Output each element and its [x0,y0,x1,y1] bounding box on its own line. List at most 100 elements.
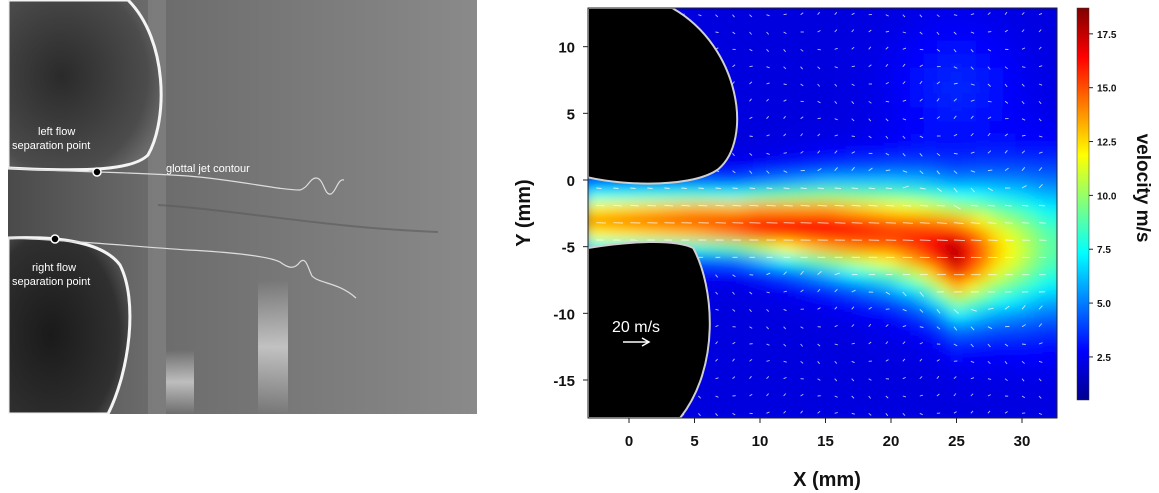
heatmap-cell [845,120,859,135]
velocity-vector [868,306,872,310]
velocity-vector [1004,222,1013,224]
reference-arrow-icon [623,337,651,347]
heatmap-cell [1041,373,1056,388]
heatmap-cell [1002,80,1017,95]
heatmap-cell [884,213,899,228]
velocity-vector [1004,29,1008,33]
heatmap-cell [936,413,951,418]
heatmap-cell [845,133,859,148]
velocity-vector [851,360,855,364]
heatmap-cell [910,253,925,268]
heatmap-cell [897,120,912,135]
heatmap-cell [871,106,886,121]
velocity-vector [1004,133,1009,137]
velocity-vector [919,412,923,416]
heatmap-cell [936,360,951,375]
left-separation-marker [92,167,102,177]
velocity-vector [715,358,719,362]
heatmap-cell [1002,93,1017,108]
velocity-vector [800,133,803,137]
heatmap-cell [950,386,964,401]
heatmap-cell [1041,80,1056,95]
heatmap-cell [845,146,859,161]
heatmap-cell [845,360,859,375]
velocity-vector [749,204,759,207]
reference-vector-label: 20 m/s [612,319,660,336]
heatmap-cell [596,186,611,201]
velocity-vector [766,204,776,207]
velocity-vector [1038,222,1046,224]
heatmap-cell [936,13,951,28]
velocity-vector [817,11,821,15]
y-tick-label: -5 [562,240,575,257]
heatmap-cell [976,253,990,268]
velocity-vector [1004,66,1008,70]
heatmap-cell [753,373,768,388]
heatmap-cell [832,93,846,108]
heatmap-cell [779,160,794,175]
heatmap-cell [989,386,1004,401]
heatmap-cell [792,333,807,348]
velocity-vector [868,204,878,207]
heatmap-cell [936,213,951,228]
heatmap-cell [753,13,768,28]
heatmap-cell [936,186,951,201]
heatmap-cell [1054,360,1057,375]
heatmap-cell [832,8,846,15]
velocity-vector [987,343,991,348]
heatmap-cell [845,386,859,401]
heatmap-cell [819,346,833,361]
velocity-vector [749,152,753,156]
heatmap-cell [1015,93,1030,108]
heatmap-cell [1054,253,1057,268]
heatmap-cell [871,346,886,361]
heatmap-cell [963,173,977,188]
heatmap-cell [884,266,899,281]
heatmap-cell [740,66,755,81]
velocity-vector [732,187,738,189]
heatmap-cell [923,106,938,121]
heatmap-cell [1015,266,1030,281]
velocity-vector [834,134,838,137]
heatmap-cell [963,0,977,1]
heatmap-cell [897,253,912,268]
heatmap-cell [963,266,977,281]
velocity-vector [1038,395,1042,399]
heatmap-cell [936,400,951,415]
heatmap-cell [609,0,623,1]
velocity-vector [919,153,923,157]
velocity-vector [902,308,907,312]
heatmap-cell [897,26,912,41]
heatmap-cell [858,120,873,135]
heatmap-cell [845,13,859,28]
velocity-vector [902,185,909,189]
heatmap-cell [884,8,899,15]
velocity-vector [885,187,893,190]
heatmap-cell [1002,120,1017,135]
heatmap-cell [989,120,1004,135]
heatmap-cell [910,160,925,175]
velocity-vector [749,116,753,120]
heatmap-cell [923,13,938,28]
velocity-vector [783,49,786,53]
heatmap-cell [976,13,990,28]
heatmap-cell [910,26,925,41]
velocity-vector [1021,222,1030,224]
heatmap-cell [832,240,846,255]
heatmap-cell [779,200,794,215]
heatmap-cell [714,386,728,401]
heatmap-cell [819,413,833,418]
colorbar-tick-label: 10.0 [1097,191,1117,202]
heatmap-cell [1041,186,1056,201]
heatmap-cell [858,266,873,281]
heatmap-cell [884,253,899,268]
jet-core-streak [157,204,439,233]
heatmap-cell [714,413,728,418]
heatmap-cell [936,253,951,268]
velocity-vector [851,118,855,122]
heatmap-cell [766,240,781,255]
heatmap-cell [976,146,990,161]
heatmap-cell [950,133,964,148]
velocity-vector [970,132,974,137]
heatmap-cell [858,160,873,175]
